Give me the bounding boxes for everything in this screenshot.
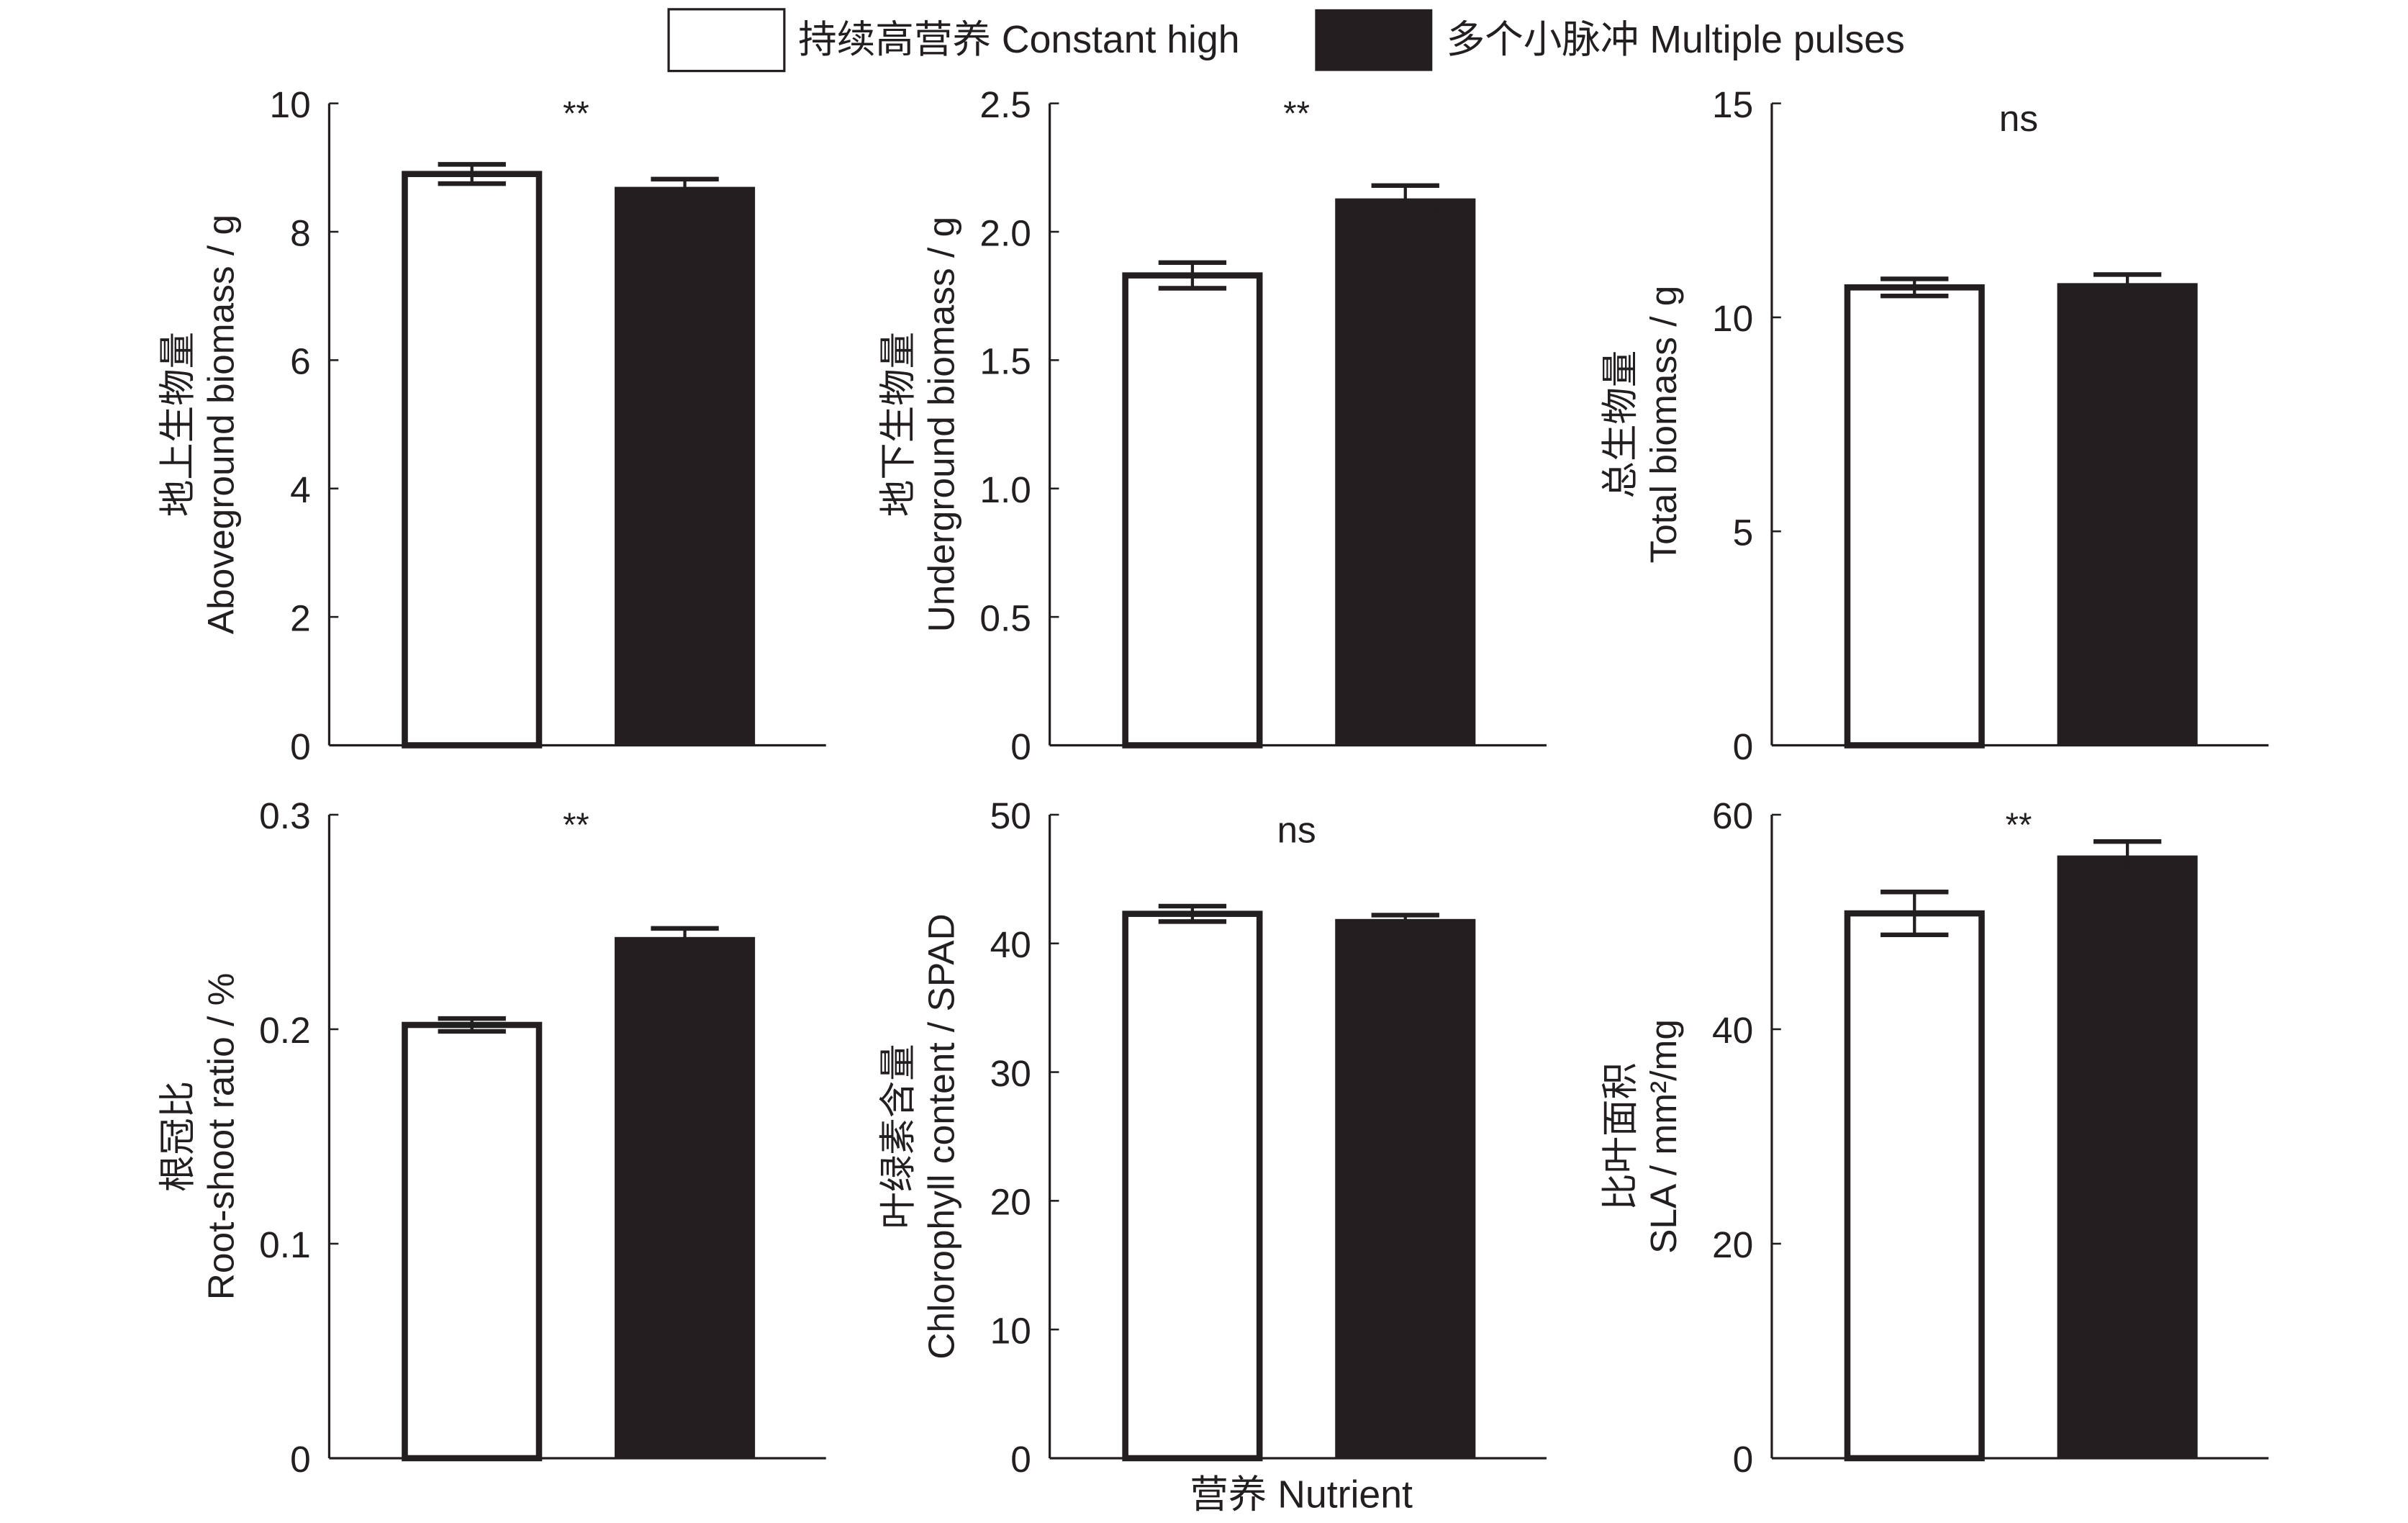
significance-label: ** <box>563 94 589 132</box>
y-tick-label: 0 <box>1733 1438 1754 1480</box>
panel-3: 0 5 10 15 总生物量 Total biomass / g ns <box>1599 83 2269 767</box>
y-tick-label: 0.3 <box>259 795 311 836</box>
bar-constant-high <box>1844 284 1985 749</box>
y-tick-label: 10 <box>269 83 310 125</box>
y-tick-label: 0.2 <box>259 1009 311 1051</box>
significance-label: ** <box>1283 94 1310 132</box>
y-tick-label: 50 <box>990 795 1031 836</box>
y-axis-label-cn: 地上生物量 <box>156 332 198 517</box>
legend-swatch-multiple-pulses <box>1315 9 1433 71</box>
significance-label: ns <box>1999 97 2038 139</box>
y-axis-label-en: Root-shoot ratio / % <box>200 973 242 1301</box>
significance-label: ns <box>1277 809 1316 851</box>
y-axis-label-en: Chlorophyll content / SPAD <box>920 913 962 1359</box>
bar-constant-high <box>1122 910 1263 1462</box>
bar-multiple-pulses <box>2057 855 2198 1458</box>
panel-5: 0 10 20 30 40 50 叶绿素含量 Chlorophyll content / SP… <box>877 795 1547 1480</box>
y-tick-label: 30 <box>990 1052 1031 1094</box>
legend-label-constant-high: 持续高营养 Constant high <box>798 18 1239 61</box>
y-tick-label: 40 <box>1712 1009 1753 1051</box>
bar-multiple-pulses <box>1335 198 1476 746</box>
legend-label-multiple-pulses: 多个小脉冲 Multiple pulses <box>1447 18 1905 61</box>
bar-constant-high <box>1122 272 1263 749</box>
y-tick-label: 20 <box>990 1181 1031 1223</box>
bar-constant-high <box>402 1021 543 1462</box>
y-tick-label: 5 <box>1733 512 1754 553</box>
y-axis-label-en: Aboveground biomass / g <box>200 214 242 634</box>
bar-multiple-pulses <box>615 936 756 1458</box>
y-axis-label-cn: 总生物量 <box>1599 351 1641 499</box>
y-axis-label-cn: 地下生物量 <box>877 332 919 517</box>
y-tick-label: 0 <box>1010 726 1031 767</box>
significance-label: ** <box>2006 805 2032 844</box>
bar-constant-high <box>402 171 543 749</box>
y-tick-label: 0.5 <box>979 597 1031 638</box>
panel-1: 0 2 4 6 8 10 地上生物量 Aboveground biomass / g ** <box>156 83 826 767</box>
y-axis-label-cn: 叶绿素含量 <box>877 1044 919 1229</box>
y-tick-label: 20 <box>1712 1224 1753 1265</box>
y-tick-label: 0 <box>290 726 311 767</box>
y-tick-label: 2 <box>290 597 311 638</box>
y-tick-label: 0 <box>290 1438 311 1480</box>
y-tick-label: 10 <box>1712 297 1753 339</box>
x-axis-label: 营养 Nutrient <box>1190 1473 1413 1517</box>
bar-multiple-pulses <box>1335 918 1476 1458</box>
legend-swatch-constant-high <box>667 8 786 73</box>
y-tick-label: 1.5 <box>979 340 1031 382</box>
y-tick-label: 15 <box>1712 83 1753 125</box>
y-tick-label: 0 <box>1010 1438 1031 1480</box>
bar-constant-high <box>1844 910 1985 1462</box>
y-axis-label-cn: 比叶面积 <box>1599 1062 1641 1211</box>
panel-6: 0 20 40 60 比叶面积 SLA / mm²/mg ** <box>1599 795 2269 1480</box>
y-axis-label-cn: 根冠比 <box>156 1081 198 1192</box>
y-tick-label: 4 <box>290 469 311 510</box>
y-tick-label: 0 <box>1733 726 1754 767</box>
y-tick-label: 0.1 <box>259 1224 311 1265</box>
y-tick-label: 2.5 <box>979 83 1031 125</box>
y-axis-label-en: Total biomass / g <box>1642 286 1684 564</box>
y-tick-label: 60 <box>1712 795 1753 836</box>
legend: 持续高营养 Constant high 多个小脉冲 Multiple pulse… <box>667 8 1905 73</box>
y-axis-label-en: SLA / mm²/mg <box>1642 1019 1684 1254</box>
y-axis-label-en: Underground biomass / g <box>920 217 962 633</box>
y-tick-label: 2.0 <box>979 212 1031 253</box>
y-tick-label: 1.0 <box>979 469 1031 510</box>
y-tick-label: 40 <box>990 923 1031 965</box>
bar-multiple-pulses <box>615 186 756 746</box>
y-tick-label: 8 <box>290 212 311 253</box>
y-tick-label: 6 <box>290 340 311 382</box>
bar-multiple-pulses <box>2057 283 2198 746</box>
panel-4: 0 0.1 0.2 0.3 根冠比 Root-shoot ratio / % ** <box>156 795 826 1480</box>
panel-2: 0 0.5 1.0 1.5 2.0 2.5 地下生物量 Underground biomass… <box>877 83 1547 767</box>
y-tick-label: 10 <box>990 1309 1031 1351</box>
significance-label: ** <box>563 805 589 844</box>
